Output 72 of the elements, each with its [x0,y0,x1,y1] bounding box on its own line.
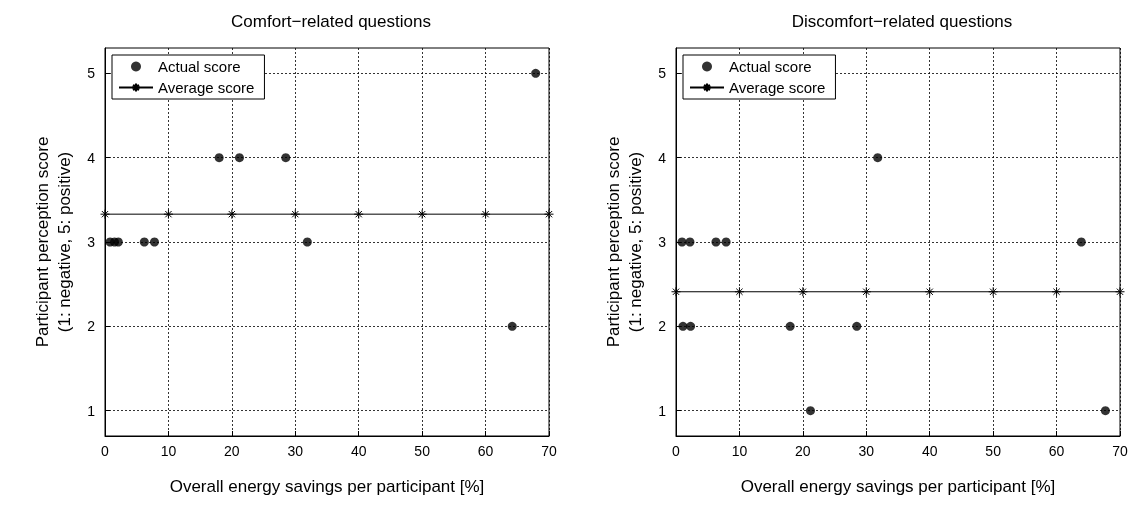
x-tick-label: 40 [350,443,367,459]
point [417,209,428,220]
y-tick-label: 5 [658,65,667,82]
legend-label: Actual score [158,58,241,75]
point [711,237,721,247]
x-axis-title: Overall energy savings per participant [%] [169,477,485,496]
point [544,209,554,220]
y-tick-label: 2 [87,318,96,335]
point [686,321,696,331]
point [214,153,224,163]
x-axis-title: Overall energy savings per participant [%] [740,477,1056,496]
legend-label: Average score [158,79,255,96]
point [678,321,688,331]
point [677,237,687,247]
point [785,321,795,331]
x-tick-label: 50 [985,443,1002,459]
point [861,286,872,297]
point [507,321,517,331]
x-tick-label: 70 [541,443,557,459]
point [480,209,491,220]
point [1076,237,1086,247]
point [226,209,237,220]
point [531,68,541,78]
y-tick-label: 5 [87,65,96,82]
legend-label: Actual score [729,58,812,75]
x-tick-label: 0 [101,443,110,459]
point [1100,406,1110,416]
point [852,321,862,331]
point [290,209,301,220]
x-tick-label: 50 [414,443,431,459]
x-tick-label: 20 [224,443,240,459]
y-tick-label: 3 [658,234,667,250]
point [734,286,745,297]
point [281,153,291,163]
x-tick-label: 40 [921,443,938,459]
point [685,237,695,247]
x-tick-label: 30 [287,443,304,459]
point [163,209,174,220]
point [149,237,159,247]
point [234,153,244,163]
y-tick-label: 4 [658,149,667,166]
y-tick-label: 1 [658,402,667,419]
point [797,286,808,297]
x-tick-label: 60 [1048,443,1065,459]
y-tick-label: 4 [87,149,96,166]
x-tick-label: 30 [858,443,875,459]
point [924,286,935,297]
legend-label: Average score [729,79,826,96]
chart-title: Comfort−related questions [231,12,431,31]
point [873,153,883,163]
point [100,209,110,220]
point [302,237,312,247]
y-tick-label: 1 [87,402,96,419]
point [671,286,681,297]
point [1051,286,1062,297]
x-tick-label: 20 [795,443,811,459]
x-tick-label: 0 [672,443,681,459]
y-axis-title: Participant perception score (1: negative, 5: positive) [603,136,645,348]
y-tick-label: 2 [658,318,667,335]
x-tick-label: 10 [160,443,177,459]
point [139,237,149,247]
point [805,406,815,416]
point [353,209,364,220]
point [721,237,731,247]
y-axis-title: Participant perception score (1: negative, 5: positive) [32,136,74,348]
x-tick-label: 60 [477,443,494,459]
x-tick-label: 70 [1112,443,1128,459]
chart-title: Discomfort−related questions [791,12,1013,31]
x-tick-label: 10 [731,443,748,459]
point [988,286,999,297]
y-tick-label: 3 [87,234,96,250]
point [1115,286,1125,297]
